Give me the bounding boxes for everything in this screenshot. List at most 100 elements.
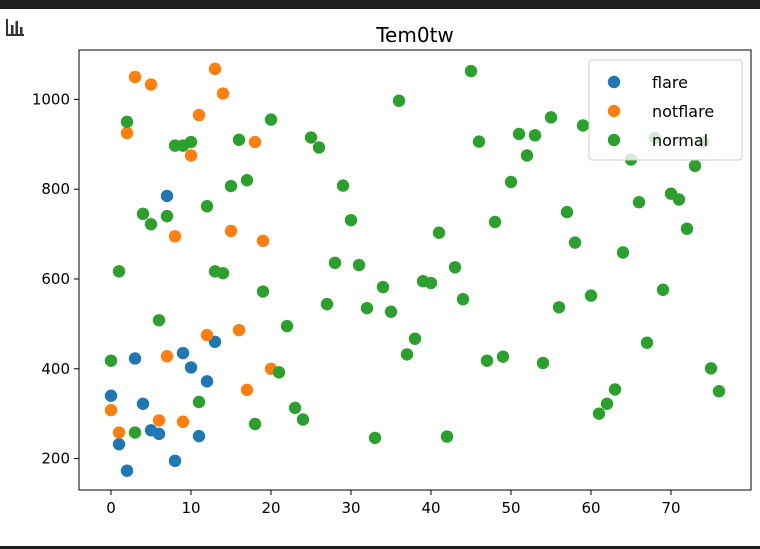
- point-notflare-17: [248, 135, 262, 149]
- x-tick-label: 10: [181, 499, 200, 517]
- point-normal-6: [152, 314, 166, 327]
- point-normal-62: [600, 397, 614, 410]
- point-normal-53: [528, 129, 542, 142]
- point-notflare-14: [224, 224, 238, 238]
- point-normal-36: [392, 94, 406, 107]
- point-flare-9: [176, 346, 190, 360]
- point-normal-18: [248, 417, 262, 431]
- point-normal-26: [312, 141, 326, 154]
- x-tick-label: 0: [106, 499, 116, 517]
- plot-frame: [78, 49, 752, 491]
- point-normal-64: [616, 246, 630, 259]
- point-normal-32: [360, 301, 374, 315]
- point-normal-19: [256, 285, 270, 298]
- legend-marker-flare: [607, 75, 621, 89]
- ticks-layer: 0 10 20 30 40 50 60 70 200 400 600 800 1000: [32, 90, 681, 517]
- point-normal-42: [440, 430, 454, 443]
- y-tick-label: 600: [41, 270, 70, 288]
- y-tick-label: 800: [41, 180, 70, 198]
- point-normal-56: [552, 301, 566, 314]
- point-notflare-7: [168, 230, 182, 243]
- point-normal-27: [320, 297, 334, 311]
- x-tick-label: 40: [421, 499, 440, 517]
- point-normal-16: [232, 133, 246, 146]
- point-normal-31: [352, 258, 366, 272]
- point-normal-75: [704, 362, 718, 375]
- point-normal-3: [128, 426, 142, 439]
- point-normal-10: [184, 135, 198, 149]
- point-notflare-2: [120, 126, 134, 140]
- point-normal-4: [136, 207, 150, 221]
- legend-label-normal: normal: [652, 131, 708, 150]
- point-normal-0: [104, 354, 118, 367]
- point-normal-14: [216, 266, 230, 280]
- point-notflare-9: [184, 149, 198, 162]
- point-normal-63: [608, 383, 622, 396]
- point-normal-37: [400, 348, 414, 361]
- point-normal-24: [296, 413, 310, 426]
- x-tick-label: 70: [661, 499, 680, 517]
- point-normal-40: [424, 276, 438, 290]
- point-normal-49: [496, 350, 510, 363]
- legend-marker-normal: [607, 133, 621, 147]
- point-notflare-3: [128, 70, 142, 84]
- point-normal-25: [304, 131, 318, 144]
- legend-box: [588, 59, 743, 161]
- point-notflare-1: [112, 426, 126, 439]
- point-normal-33: [368, 431, 382, 445]
- point-notflare-11: [200, 328, 214, 342]
- point-normal-50: [504, 175, 518, 189]
- point-notflare-6: [160, 350, 174, 363]
- chart-title: Tem0tw: [375, 23, 454, 47]
- point-flare-11: [192, 429, 206, 443]
- point-flare-12: [200, 375, 214, 388]
- point-flare-7: [160, 189, 174, 203]
- point-normal-28: [328, 256, 342, 270]
- point-flare-8: [168, 454, 182, 468]
- point-normal-46: [472, 135, 486, 148]
- point-normal-35: [384, 305, 398, 318]
- point-flare-4: [136, 397, 150, 410]
- point-normal-43: [448, 261, 462, 274]
- point-normal-58: [568, 236, 582, 249]
- point-notflare-0: [104, 403, 118, 417]
- x-tick-label: 50: [501, 499, 520, 517]
- top-window-bar: [0, 0, 760, 9]
- point-notflare-15: [232, 323, 246, 337]
- point-normal-60: [584, 289, 598, 302]
- point-normal-54: [536, 356, 550, 370]
- point-flare-2: [120, 464, 134, 477]
- point-normal-5: [144, 218, 158, 231]
- point-normal-71: [672, 193, 686, 206]
- point-normal-47: [480, 354, 494, 367]
- point-flare-1: [112, 438, 126, 451]
- bar-chart-icon[interactable]: [5, 17, 25, 37]
- point-normal-29: [336, 179, 350, 192]
- legend-marker-notflare: [607, 104, 621, 118]
- legend-label-flare: flare: [652, 73, 688, 92]
- points-layer: [104, 62, 726, 477]
- point-normal-52: [520, 149, 534, 162]
- point-normal-22: [280, 319, 294, 333]
- point-normal-45: [464, 64, 478, 78]
- legend: flare notflare normal: [588, 59, 743, 161]
- point-normal-17: [240, 174, 254, 187]
- point-notflare-18: [256, 234, 270, 248]
- point-normal-23: [288, 401, 302, 415]
- point-normal-2: [120, 115, 134, 129]
- point-flare-10: [184, 361, 198, 374]
- x-tick-label: 30: [341, 499, 360, 517]
- point-normal-7: [160, 209, 174, 223]
- y-tick-label: 400: [41, 360, 70, 378]
- point-normal-41: [432, 226, 446, 239]
- point-notflare-12: [208, 62, 222, 76]
- point-normal-21: [272, 366, 286, 379]
- point-normal-76: [712, 385, 726, 398]
- x-tick-label: 20: [261, 499, 280, 517]
- point-normal-48: [488, 215, 502, 229]
- point-normal-12: [200, 200, 214, 213]
- legend-label-notflare: notflare: [652, 102, 714, 121]
- point-notflare-10: [192, 108, 206, 122]
- point-notflare-13: [216, 87, 230, 100]
